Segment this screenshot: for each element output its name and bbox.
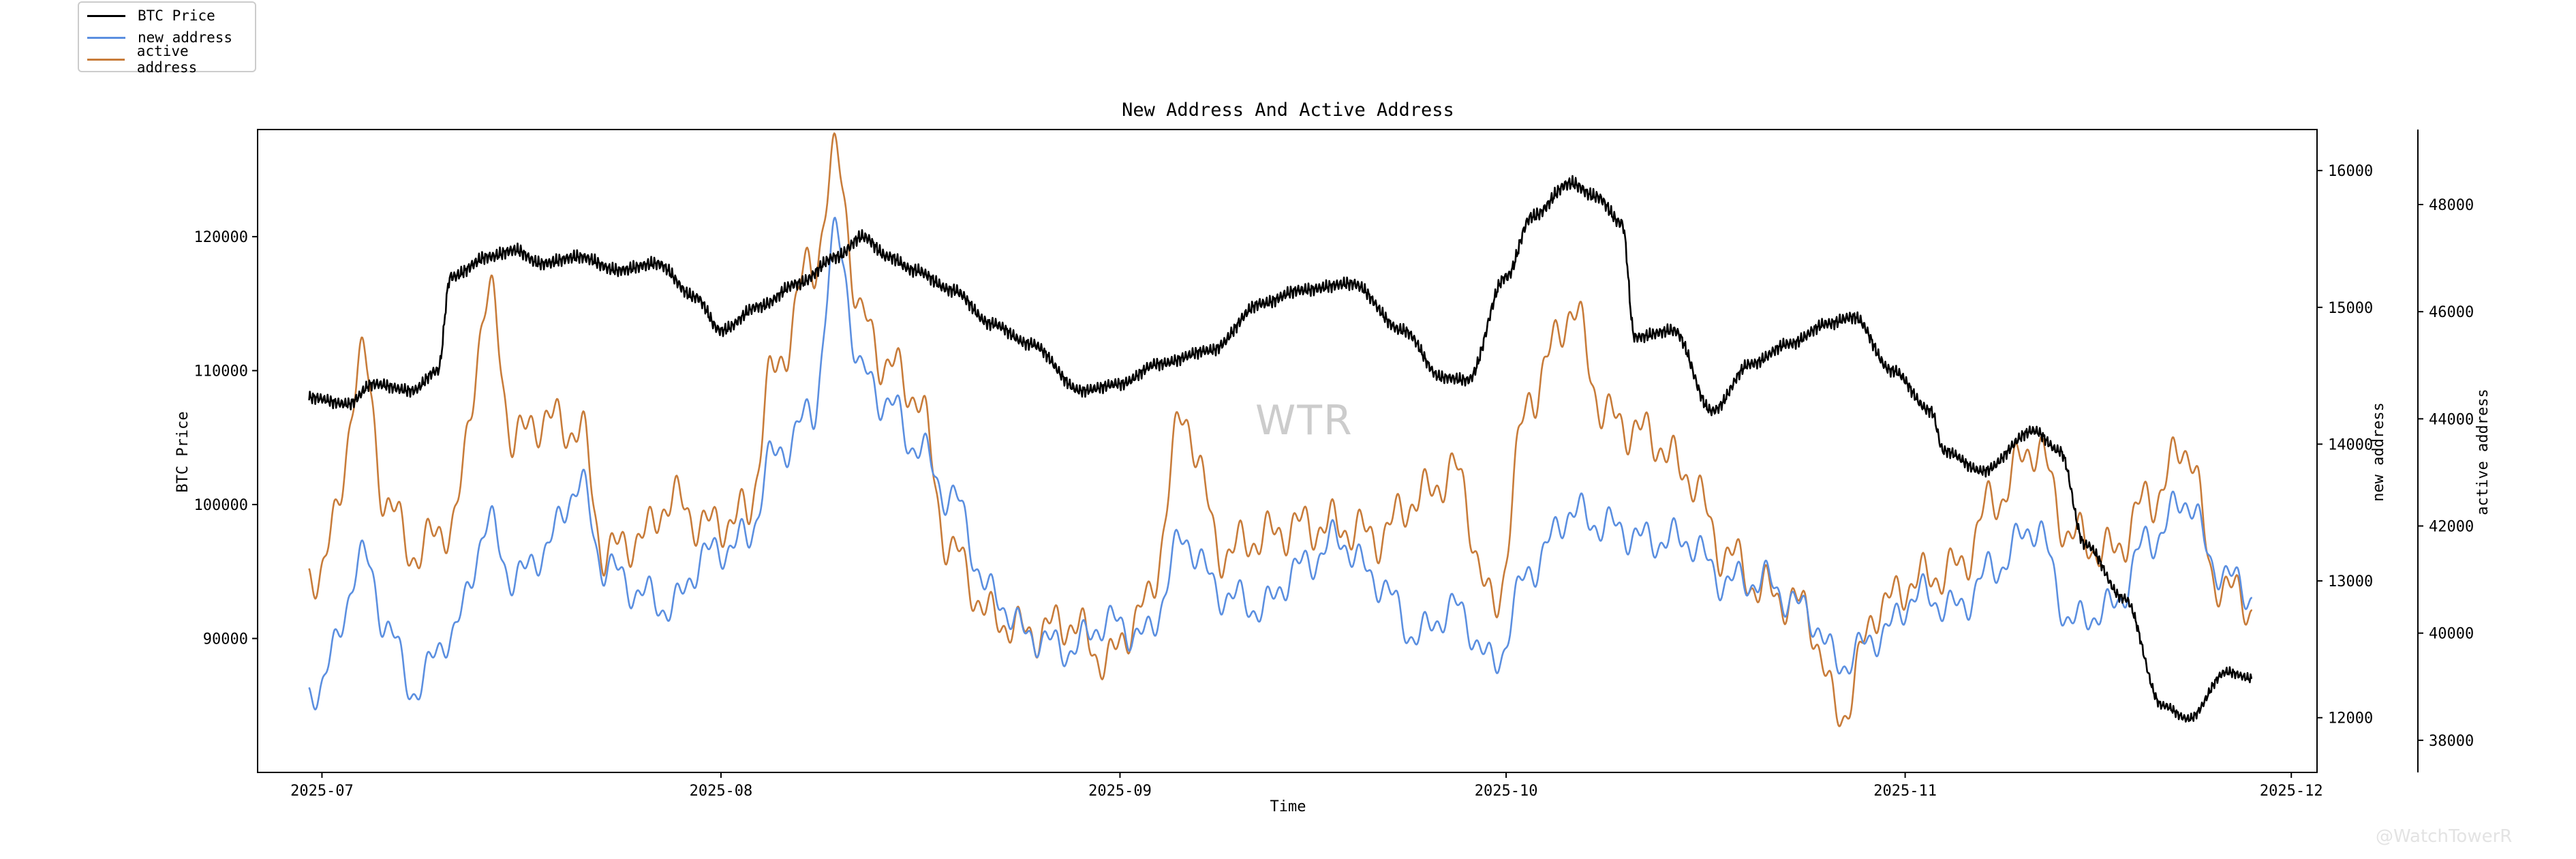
legend-swatch-active-address <box>87 58 125 61</box>
left-y-axis: 90000 100000 110000 120000 <box>194 229 258 648</box>
x-tick-label: 2025-09 <box>1088 783 1152 800</box>
legend-item-new-address: new address <box>87 27 232 48</box>
active-address-axis-label: active address <box>2474 389 2491 515</box>
active-address-y-axis: 38000 40000 42000 44000 46000 48000 <box>2417 130 2474 772</box>
left-tick-label: 110000 <box>194 363 248 380</box>
active-address-tick-label: 48000 <box>2429 197 2474 214</box>
new-address-tick-label: 13000 <box>2328 573 2373 590</box>
new-address-tick-label: 15000 <box>2328 300 2373 317</box>
plot-border <box>257 129 2318 773</box>
active-address-tick-label: 38000 <box>2429 733 2474 750</box>
x-tick-label: 2025-11 <box>1873 783 1937 800</box>
legend-item-active-address: active address <box>87 43 255 76</box>
legend-item-btc-price: BTC Price <box>87 5 215 26</box>
active-address-tick-label: 46000 <box>2429 304 2474 321</box>
legend-label-new-address: new address <box>138 29 233 46</box>
series-line-new-address <box>308 217 2252 711</box>
legend-swatch-btc-price <box>87 14 125 17</box>
new-address-axis-label: new address <box>2370 402 2387 502</box>
x-tick-label: 2025-10 <box>1475 783 1538 800</box>
legend-swatch-new-address <box>87 36 125 39</box>
new-address-tick-label: 12000 <box>2328 710 2373 727</box>
legend: BTC Price new address active address <box>78 1 256 76</box>
watermark: @WatchTowerR <box>2376 826 2513 847</box>
series-layer <box>308 132 2253 727</box>
active-address-tick-label: 42000 <box>2429 519 2474 536</box>
x-tick-label: 2025-08 <box>690 783 753 800</box>
new-address-tick-label: 16000 <box>2328 163 2373 180</box>
left-axis-label: BTC Price <box>174 411 191 492</box>
plot-frame <box>257 129 2318 773</box>
x-axis: 2025-07 2025-08 2025-09 2025-10 2025-11 2025-… <box>290 772 2323 800</box>
new-address-tick-label: 14000 <box>2328 436 2373 453</box>
new-address-y-axis: 12000 13000 14000 15000 16000 <box>2317 163 2373 727</box>
chart-title: New Address And Active Address <box>1122 100 1454 121</box>
x-tick-label: 2025-07 <box>290 783 354 800</box>
x-axis-label: Time <box>1270 798 1306 815</box>
active-address-tick-label: 44000 <box>2429 411 2474 428</box>
left-tick-label: 90000 <box>203 631 248 648</box>
left-tick-label: 100000 <box>194 497 248 514</box>
left-tick-label: 120000 <box>194 229 248 246</box>
series-line-btc-price <box>308 175 2253 723</box>
series-line-active-address <box>308 132 2252 727</box>
x-tick-label: 2025-12 <box>2260 783 2323 800</box>
wtr-annotation: WTR <box>1255 397 1353 444</box>
active-address-tick-label: 40000 <box>2429 626 2474 643</box>
legend-label-btc-price: BTC Price <box>138 7 215 24</box>
legend-label-active-address: active address <box>136 43 198 76</box>
